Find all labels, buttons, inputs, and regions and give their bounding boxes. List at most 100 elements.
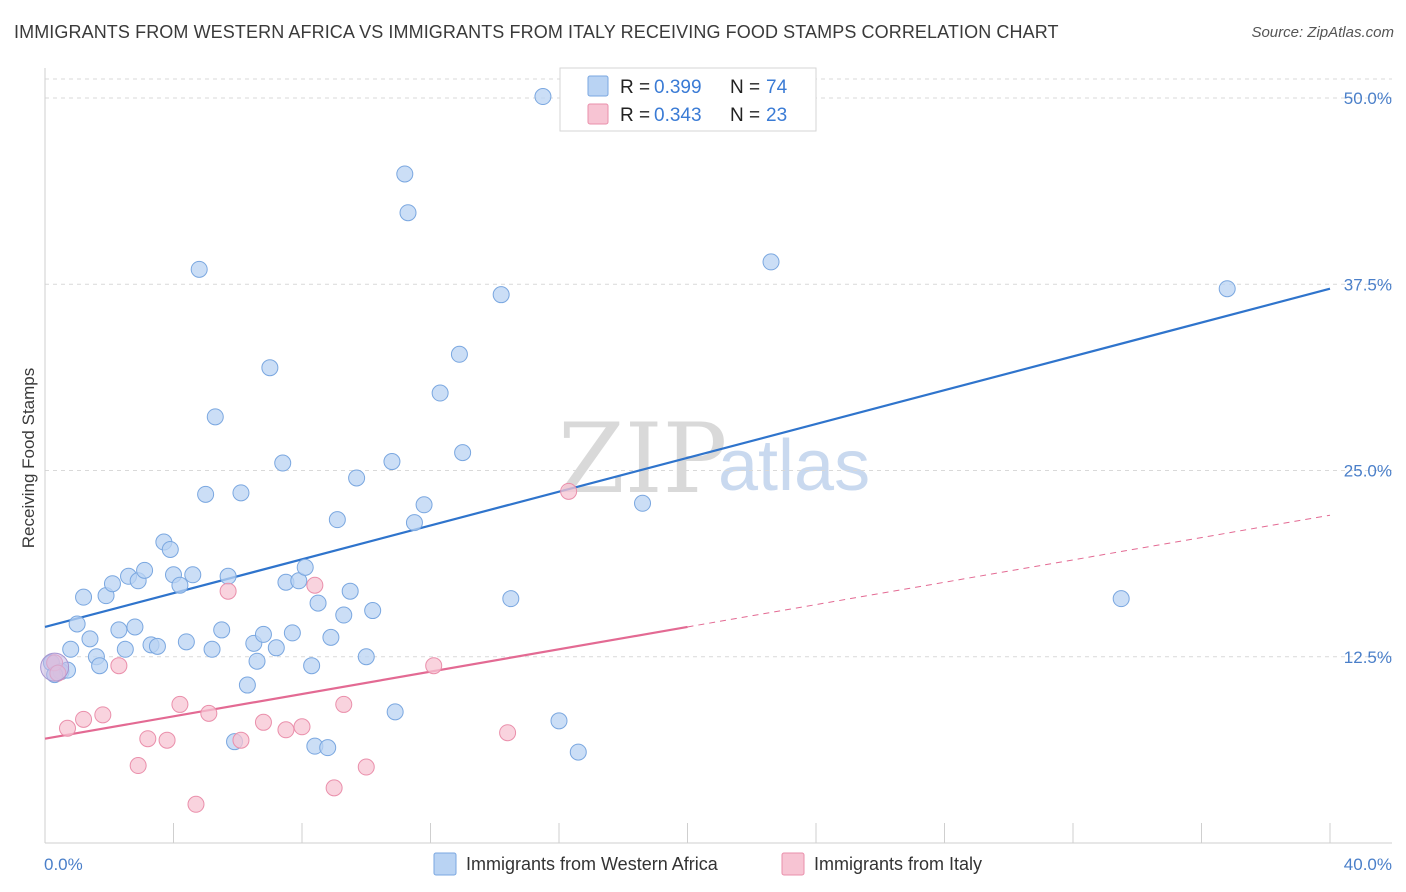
blue-data-point [161, 540, 179, 558]
blue-data-point [762, 253, 780, 271]
pink-data-point [357, 758, 375, 776]
legend-n-value-blue: 74 [766, 77, 788, 98]
y-tick-labels: 12.5% 25.0% 37.5% 50.0% [1344, 89, 1392, 667]
pink-data-point [293, 718, 311, 736]
blue-data-point [136, 561, 154, 579]
pink-data-point [425, 657, 443, 675]
blue-data-point [634, 494, 652, 512]
blue-data-point [341, 582, 359, 600]
blue-data-point [206, 408, 224, 426]
blue-data-point [348, 469, 366, 487]
blue-data-point [1112, 590, 1130, 608]
blue-data-point [91, 657, 109, 675]
pink-data-point [158, 731, 176, 749]
x-tick-min: 0.0% [44, 855, 83, 874]
blue-data-point [357, 648, 375, 666]
blue-data-point [197, 485, 215, 503]
blue-data-point [148, 637, 166, 655]
data-points [40, 88, 1236, 813]
legend-n-value-pink: 23 [766, 105, 787, 126]
y-axis-label: Receiving Food Stamps [19, 368, 38, 548]
legend-n-label-pink: N = [730, 105, 760, 126]
pink-data-point [232, 731, 250, 749]
blue-data-point [335, 606, 353, 624]
blue-data-point [254, 625, 272, 643]
y-tick-label: 37.5% [1344, 275, 1392, 294]
pink-data-point [254, 713, 272, 731]
legend-swatch-pink [587, 103, 609, 125]
pink-data-point [139, 730, 157, 748]
blue-data-point [319, 739, 337, 757]
pink-data-point [200, 704, 218, 722]
blue-data-point [232, 484, 250, 502]
blue-data-point [550, 712, 568, 730]
pink-data-point [277, 721, 295, 739]
y-tick-label: 12.5% [1344, 648, 1392, 667]
legend-swatch-blue [587, 75, 609, 97]
watermark-atlas: atlas [718, 426, 870, 506]
pink-data-point [75, 710, 93, 728]
blue-data-point [569, 743, 587, 761]
blue-data-point [75, 588, 93, 606]
blue-data-point [238, 676, 256, 694]
legend-n-label-blue: N = [730, 77, 760, 98]
blue-data-point [116, 640, 134, 658]
trend-lines [44, 287, 1331, 740]
blue-data-point [1218, 280, 1236, 298]
bottom-legend-swatch-blue [433, 852, 457, 876]
blue-data-point [248, 652, 266, 670]
blue-data-point [492, 286, 510, 304]
blue-data-point [203, 640, 221, 658]
pink-data-point [306, 576, 324, 594]
bottom-legend: Immigrants from Western Africa Immigrant… [433, 852, 982, 876]
pink-trend-extension [687, 514, 1331, 628]
blue-data-point [177, 633, 195, 651]
blue-data-point [502, 590, 520, 608]
blue-data-point [171, 576, 189, 594]
pink-data-point [171, 695, 189, 713]
blue-data-point [267, 639, 285, 657]
legend-r-value-pink: 0.343 [654, 105, 702, 126]
blue-data-point [405, 514, 423, 532]
pink-data-point [219, 582, 237, 600]
legend-r-label-blue: R = [620, 77, 650, 98]
pink-trend-line [44, 625, 688, 740]
blue-data-point [383, 453, 401, 471]
legend-r-value-blue: 0.399 [654, 77, 702, 98]
gridlines [45, 78, 1392, 658]
blue-data-point [328, 511, 346, 529]
blue-data-point [296, 558, 314, 576]
source-credit: Source: ZipAtlas.com [1251, 24, 1394, 41]
x-tick-max: 40.0% [1344, 855, 1392, 874]
cluster-data-point [40, 652, 70, 682]
blue-data-point [184, 566, 202, 584]
bottom-legend-label-blue: Immigrants from Western Africa [466, 854, 719, 874]
bottom-legend-label-pink: Immigrants from Italy [814, 854, 982, 874]
pink-data-point [58, 719, 76, 737]
pink-data-point [187, 795, 205, 813]
blue-data-point [110, 621, 128, 639]
blue-data-point [399, 204, 417, 222]
blue-data-point [62, 640, 80, 658]
pink-data-point [560, 482, 578, 500]
pink-data-point [129, 757, 147, 775]
blue-data-point [81, 630, 99, 648]
pink-data-point [325, 779, 343, 797]
blue-data-point [454, 444, 472, 462]
x-tick-labels: 0.0% 40.0% [44, 855, 1392, 874]
blue-data-point [396, 165, 414, 183]
blue-data-point [415, 496, 433, 514]
axes [44, 68, 1392, 844]
legend: R = 0.399 N = 74 R = 0.343 N = 23 [559, 67, 817, 132]
blue-data-point [68, 615, 86, 633]
blue-data-point [126, 618, 144, 636]
watermark: ZIP atlas [558, 403, 870, 515]
blue-data-point [431, 384, 449, 402]
blue-trend-line [44, 287, 1331, 629]
blue-data-point [213, 621, 231, 639]
pink-data-point [110, 657, 128, 675]
chart-title: IMMIGRANTS FROM WESTERN AFRICA VS IMMIGR… [14, 22, 1059, 42]
blue-data-point [386, 703, 404, 721]
blue-data-point [190, 260, 208, 278]
